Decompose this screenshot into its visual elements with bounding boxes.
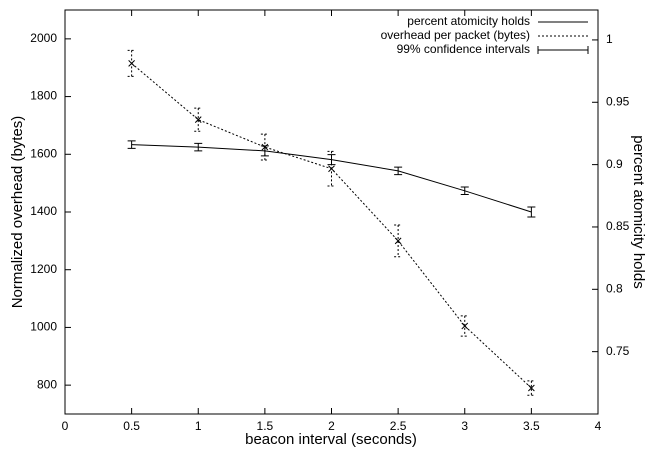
error-bar xyxy=(194,142,203,152)
error-bar xyxy=(460,315,469,337)
legend-label: percent atomicity holds xyxy=(407,14,530,28)
x-tick-label: 0.5 xyxy=(123,419,140,433)
error-bar xyxy=(394,224,403,258)
legend-swatch xyxy=(537,46,589,54)
series-line xyxy=(131,63,532,389)
y2-tick-label: 0.75 xyxy=(606,344,630,358)
error-bar xyxy=(460,186,469,196)
y2-tick-label: 0.9 xyxy=(606,157,623,171)
point-marker xyxy=(461,322,469,330)
point-marker xyxy=(328,165,335,173)
point-marker xyxy=(261,143,269,151)
legend-label: overhead per packet (bytes) xyxy=(381,28,530,42)
y2-tick-label: 1 xyxy=(606,32,613,46)
error-bar xyxy=(127,140,136,149)
y-tick-label: 800 xyxy=(37,377,57,391)
y-tick-label: 1200 xyxy=(30,262,57,276)
y-tick-label: 2000 xyxy=(30,31,57,45)
y-tick-label: 1600 xyxy=(30,146,57,160)
y2-tick-label: 0.95 xyxy=(606,94,630,108)
y-axis-label: Normalized overhead (bytes) xyxy=(9,116,26,309)
point-marker xyxy=(128,60,135,67)
x-tick-label: 1 xyxy=(195,419,202,433)
point-marker xyxy=(394,237,402,245)
point-marker xyxy=(194,116,202,124)
y2-axis-label: percent atomicity holds xyxy=(630,135,647,288)
y2-tick-label: 0.8 xyxy=(606,281,623,295)
error-bar xyxy=(527,206,536,218)
error-bar xyxy=(394,166,403,176)
x-tick-label: 3 xyxy=(461,419,468,433)
y2-tick-label: 0.85 xyxy=(606,219,630,233)
x-tick-label: 1.5 xyxy=(257,419,274,433)
error-bar xyxy=(194,107,203,132)
y-tick-label: 1400 xyxy=(30,204,57,218)
x-tick-label: 0 xyxy=(62,419,69,433)
plot-frame xyxy=(64,9,599,415)
legend-label: 99% confidence intervals xyxy=(397,42,530,56)
y-tick-label: 1800 xyxy=(30,89,57,103)
x-tick-label: 2 xyxy=(328,419,335,433)
point-marker xyxy=(528,384,535,392)
x-tick-label: 4 xyxy=(595,419,602,433)
y-tick-label: 1000 xyxy=(30,320,57,334)
error-bar xyxy=(527,380,536,396)
x-tick-label: 2.5 xyxy=(390,419,407,433)
x-tick-label: 3.5 xyxy=(523,419,540,433)
x-axis-label: beacon interval (seconds) xyxy=(245,431,417,448)
